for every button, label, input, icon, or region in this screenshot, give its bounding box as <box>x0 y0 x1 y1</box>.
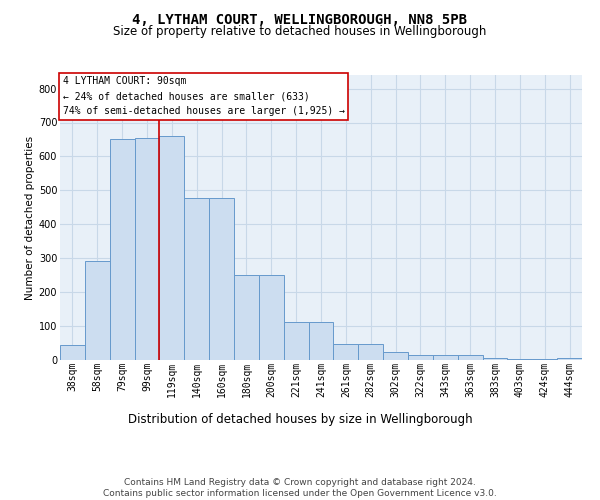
Text: 4, LYTHAM COURT, WELLINGBOROUGH, NN8 5PB: 4, LYTHAM COURT, WELLINGBOROUGH, NN8 5PB <box>133 12 467 26</box>
Bar <box>334 344 358 360</box>
Bar <box>532 359 557 360</box>
Text: Contains HM Land Registry data © Crown copyright and database right 2024.
Contai: Contains HM Land Registry data © Crown c… <box>103 478 497 498</box>
Bar <box>209 198 234 360</box>
Bar <box>408 355 433 360</box>
Text: Size of property relative to detached houses in Wellingborough: Size of property relative to detached ho… <box>113 25 487 38</box>
Bar <box>85 260 110 360</box>
Bar <box>482 358 508 360</box>
Bar <box>358 344 383 360</box>
Text: Distribution of detached houses by size in Wellingborough: Distribution of detached houses by size … <box>128 412 472 426</box>
Text: 4 LYTHAM COURT: 90sqm
← 24% of detached houses are smaller (633)
74% of semi-det: 4 LYTHAM COURT: 90sqm ← 24% of detached … <box>62 76 344 116</box>
Bar <box>433 355 458 360</box>
Y-axis label: Number of detached properties: Number of detached properties <box>25 136 35 300</box>
Bar <box>110 140 134 360</box>
Bar <box>308 322 334 360</box>
Bar <box>160 136 184 360</box>
Bar <box>284 322 308 360</box>
Bar <box>234 275 259 360</box>
Bar <box>557 358 582 360</box>
Bar <box>383 352 408 360</box>
Bar <box>508 359 532 360</box>
Bar <box>259 275 284 360</box>
Bar <box>458 355 482 360</box>
Bar <box>134 138 160 360</box>
Bar <box>184 198 209 360</box>
Bar <box>60 346 85 360</box>
